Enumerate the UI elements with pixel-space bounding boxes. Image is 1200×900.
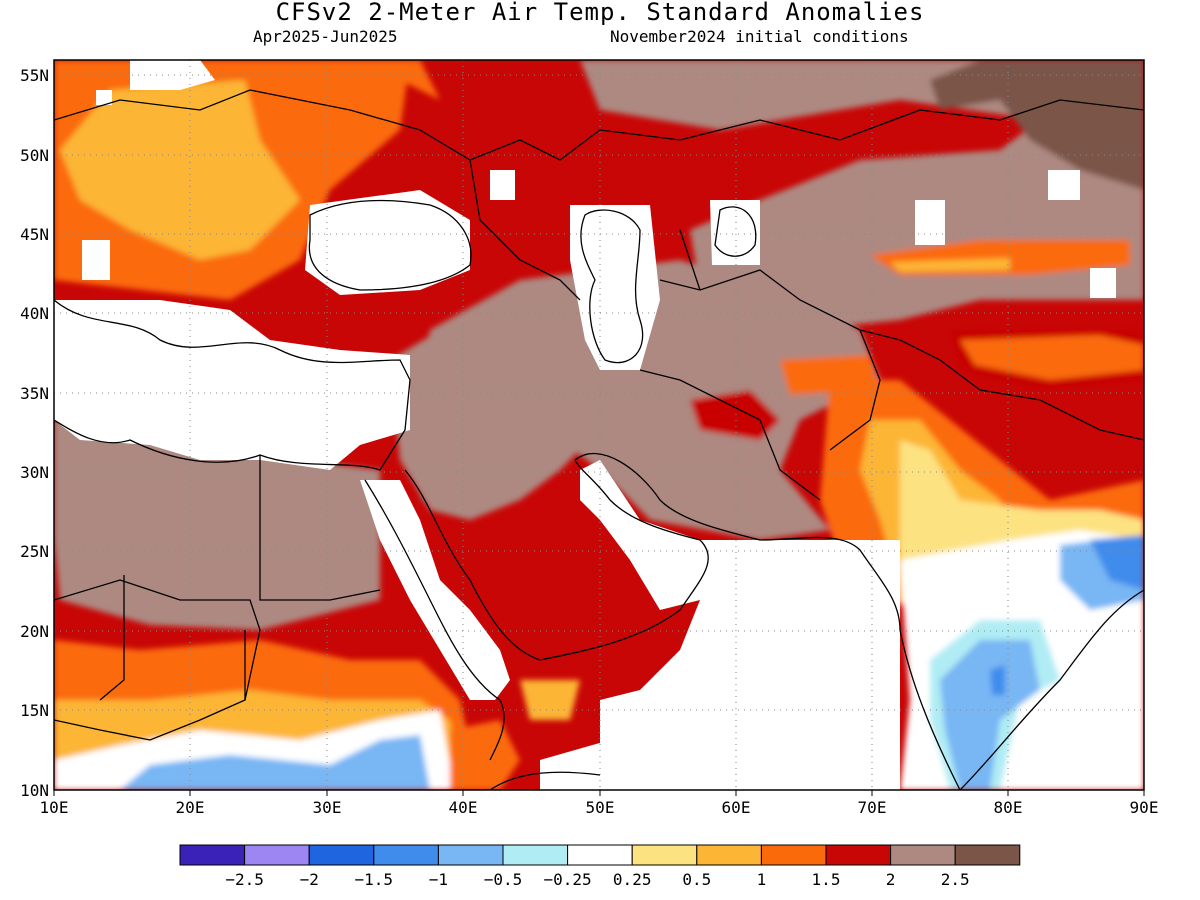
colorbar-tick-label: −0.25	[544, 870, 592, 889]
colorbar-swatch	[437, 844, 504, 866]
colorbar-tick-label: 2	[886, 870, 896, 889]
y-tick-label: 35N	[20, 384, 49, 403]
colorbar-swatch	[954, 844, 1021, 866]
y-tick-label: 50N	[20, 146, 49, 165]
axis-ticks	[53, 790, 1145, 796]
colorbar-swatch	[567, 844, 633, 866]
colorbar-swatch	[890, 844, 956, 866]
map-frame	[53, 59, 1145, 791]
colorbar-swatch	[244, 844, 310, 866]
x-axis-labels: 10E 20E 30E 40E 50E 60E 70E 80E 90E	[40, 798, 1159, 817]
y-tick-label: 25N	[20, 542, 49, 561]
y-tick-label: 55N	[20, 66, 49, 85]
colorbar-swatch	[631, 844, 698, 866]
colorbar-tick-label: −1.5	[355, 870, 394, 889]
colorbar-tick-label: −2	[300, 870, 319, 889]
map-title: CFSv2 2-Meter Air Temp. Standard Anomali…	[275, 0, 925, 26]
x-tick-label: 20E	[176, 798, 205, 817]
x-tick-label: 60E	[722, 798, 751, 817]
y-tick-label: 20N	[20, 622, 49, 641]
colorbar-tick-label: 1.5	[812, 870, 841, 889]
colorbar-tick-label: −2.5	[225, 870, 264, 889]
y-tick-label: 30N	[20, 463, 49, 482]
colorbar-tick-label: 0.25	[613, 870, 652, 889]
colorbar-labels: −2.5 −2 −1.5 −1 −0.5 −0.25 0.25 0.5 1 1.5 2 2.5	[225, 870, 969, 889]
forecast-period: Apr2025-Jun2025	[253, 27, 398, 46]
colorbar-tick-label: −0.5	[484, 870, 523, 889]
x-tick-label: 10E	[40, 798, 69, 817]
initial-conditions: November2024 initial conditions	[610, 27, 909, 46]
colorbar-tick-label: 1	[757, 870, 767, 889]
colorbar-swatch	[502, 844, 569, 866]
anomaly-field	[54, 60, 1144, 790]
colorbar-swatch	[179, 844, 246, 866]
y-tick-label: 10N	[20, 781, 49, 800]
colorbar-swatch	[696, 844, 762, 866]
colorbar-swatch	[308, 844, 375, 866]
y-axis-labels: 55N 50N 45N 40N 35N 30N 25N 20N 15N 10N	[20, 66, 49, 800]
x-tick-label: 80E	[994, 798, 1023, 817]
x-tick-label: 30E	[313, 798, 342, 817]
y-tick-label: 45N	[20, 225, 49, 244]
y-tick-label: 15N	[20, 701, 49, 720]
x-tick-label: 70E	[858, 798, 887, 817]
colorbar	[179, 844, 1021, 866]
coastlines	[54, 89, 1144, 790]
colorbar-tick-label: −1	[429, 870, 448, 889]
y-tick-label: 40N	[20, 304, 49, 323]
x-tick-label: 40E	[449, 798, 478, 817]
colorbar-tick-label: 0.5	[682, 870, 711, 889]
colorbar-tick-label: 2.5	[941, 870, 970, 889]
colorbar-swatch	[760, 844, 827, 866]
colorbar-swatch	[825, 844, 892, 866]
x-tick-label: 90E	[1130, 798, 1159, 817]
colorbar-swatch	[373, 844, 439, 866]
x-tick-label: 50E	[586, 798, 615, 817]
